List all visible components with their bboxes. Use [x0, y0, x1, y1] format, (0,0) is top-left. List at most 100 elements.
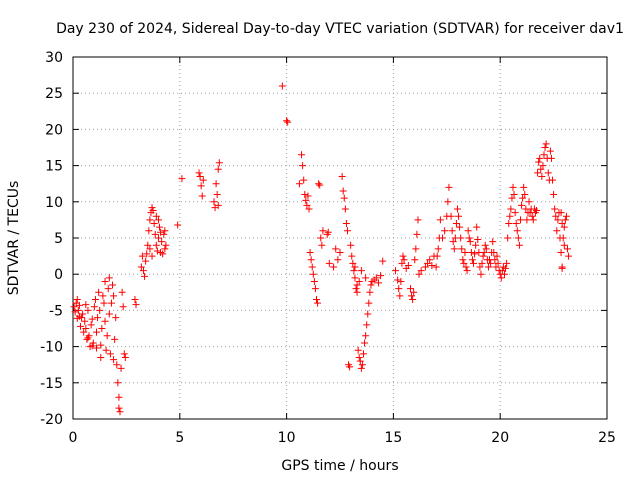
data-point: [146, 216, 154, 224]
data-point: [103, 332, 111, 340]
data-point: [195, 169, 203, 177]
data-point: [455, 212, 463, 220]
data-point: [359, 350, 367, 358]
data-point: [441, 227, 449, 235]
data-point: [71, 308, 79, 316]
data-point: [92, 328, 100, 336]
data-point: [412, 245, 420, 253]
data-point: [284, 118, 292, 126]
data-point: [161, 227, 169, 235]
data-point: [299, 162, 307, 170]
data-point: [561, 216, 569, 224]
data-point: [212, 180, 220, 188]
data-point: [534, 169, 542, 177]
data-point: [198, 192, 206, 200]
data-point: [105, 310, 113, 318]
data-point: [162, 241, 170, 249]
data-point: [178, 175, 186, 183]
data-point: [142, 257, 150, 265]
data-point: [94, 314, 102, 322]
data-point: [159, 250, 167, 258]
data-point: [349, 259, 357, 267]
data-point: [358, 361, 366, 369]
data-point: [143, 250, 151, 258]
data-point: [119, 303, 127, 311]
data-point: [362, 274, 370, 282]
data-point: [317, 234, 325, 242]
data-point: [464, 227, 472, 235]
data-point: [348, 252, 356, 260]
data-point: [215, 159, 223, 167]
data-point: [432, 263, 440, 271]
data-point: [473, 223, 481, 231]
data-point: [84, 306, 92, 314]
data-point: [460, 259, 468, 267]
data-point: [152, 241, 160, 249]
data-point: [417, 267, 425, 275]
y-tick-label: -5: [49, 303, 63, 319]
data-point: [197, 182, 205, 190]
data-point: [413, 230, 421, 238]
data-point: [439, 234, 447, 242]
data-point: [562, 212, 570, 220]
data-point: [364, 310, 372, 318]
x-axis: 0 5 10 15 20 25: [69, 57, 616, 446]
data-point: [196, 172, 204, 180]
data-point: [152, 212, 160, 220]
data-point: [113, 361, 121, 369]
data-point: [357, 364, 365, 372]
data-point: [104, 285, 112, 293]
data-point: [154, 216, 162, 224]
data-point: [372, 274, 380, 282]
data-point: [199, 176, 207, 184]
data-point: [121, 353, 129, 361]
data-point: [444, 198, 452, 206]
data-point: [518, 201, 526, 209]
data-point: [479, 252, 487, 260]
data-point: [374, 279, 382, 287]
data-point: [325, 259, 333, 267]
data-point: [214, 201, 222, 209]
data-point: [357, 267, 365, 275]
data-point: [148, 252, 156, 260]
data-point: [367, 281, 375, 289]
data-point: [174, 221, 182, 229]
data-point: [472, 241, 480, 249]
data-point: [379, 257, 387, 265]
y-tick-label: -20: [40, 412, 63, 428]
data-point: [484, 263, 492, 271]
data-point: [434, 245, 442, 253]
data-point: [310, 277, 318, 285]
data-point: [96, 306, 104, 314]
data-point: [114, 379, 122, 387]
data-point: [549, 176, 557, 184]
data-point: [309, 270, 317, 278]
data-point: [356, 357, 364, 365]
data-point: [519, 194, 527, 202]
data-point: [115, 393, 123, 401]
data-point: [97, 353, 105, 361]
x-tick-label: 15: [384, 430, 402, 446]
data-point: [105, 274, 113, 282]
data-point: [76, 322, 84, 330]
data-point: [492, 263, 500, 271]
data-point: [70, 303, 78, 311]
data-point: [553, 227, 561, 235]
data-point: [540, 151, 548, 159]
data-point: [314, 299, 322, 307]
data-point: [315, 180, 323, 188]
data-point: [80, 328, 88, 336]
data-point: [478, 259, 486, 267]
data-point: [504, 234, 512, 242]
data-point: [424, 259, 432, 267]
data-point: [141, 272, 149, 280]
data-point: [109, 281, 117, 289]
data-point: [88, 342, 96, 350]
data-point: [313, 296, 321, 304]
data-point: [487, 259, 495, 267]
data-point: [342, 220, 350, 228]
data-point: [554, 216, 562, 224]
data-point: [301, 191, 309, 199]
data-point: [505, 220, 513, 228]
data-point: [541, 144, 549, 151]
